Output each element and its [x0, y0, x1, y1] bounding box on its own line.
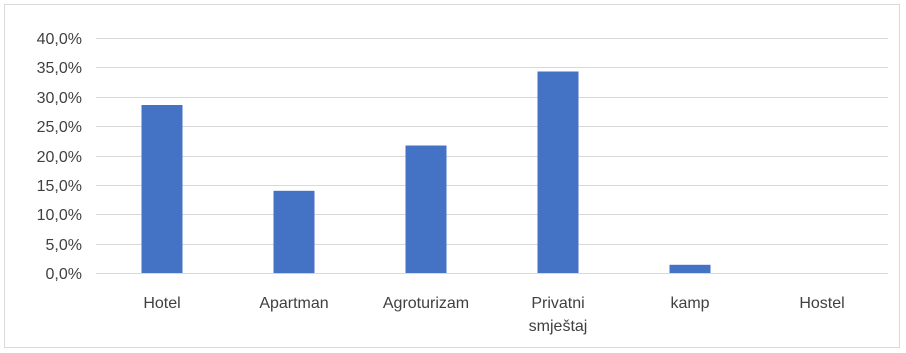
y-axis: 0,0% 5,0% 10,0% 15,0% 20,0% 25,0% 30,0% 35,0% 40… — [37, 31, 82, 283]
bar — [141, 105, 183, 273]
y-tick-label: 0,0% — [46, 266, 82, 283]
bar — [273, 190, 315, 274]
x-tick-label: Hostel — [799, 295, 844, 312]
x-axis: Hotel Apartman Agroturizam Privatni smještaj… — [143, 295, 844, 335]
y-tick-label: 15,0% — [37, 178, 82, 195]
bar — [669, 264, 711, 273]
x-tick-label: smještaj — [529, 318, 588, 335]
x-tick-label: Privatni — [531, 295, 584, 312]
y-tick-label: 10,0% — [37, 207, 82, 224]
x-tick-label: kamp — [670, 295, 709, 312]
bar — [537, 71, 579, 273]
y-tick-label: 25,0% — [37, 119, 82, 136]
x-tick-label: Apartman — [259, 295, 328, 312]
x-tick-label: Agroturizam — [383, 295, 469, 312]
y-tick-label: 40,0% — [37, 31, 82, 48]
y-tick-label: 20,0% — [37, 149, 82, 166]
x-tick-label: Hotel — [143, 295, 180, 312]
y-tick-label: 30,0% — [37, 90, 82, 107]
y-tick-label: 5,0% — [46, 237, 82, 254]
y-tick-label: 35,0% — [37, 60, 82, 77]
gridlines — [96, 38, 888, 274]
bars — [141, 71, 711, 274]
bar — [405, 145, 447, 273]
